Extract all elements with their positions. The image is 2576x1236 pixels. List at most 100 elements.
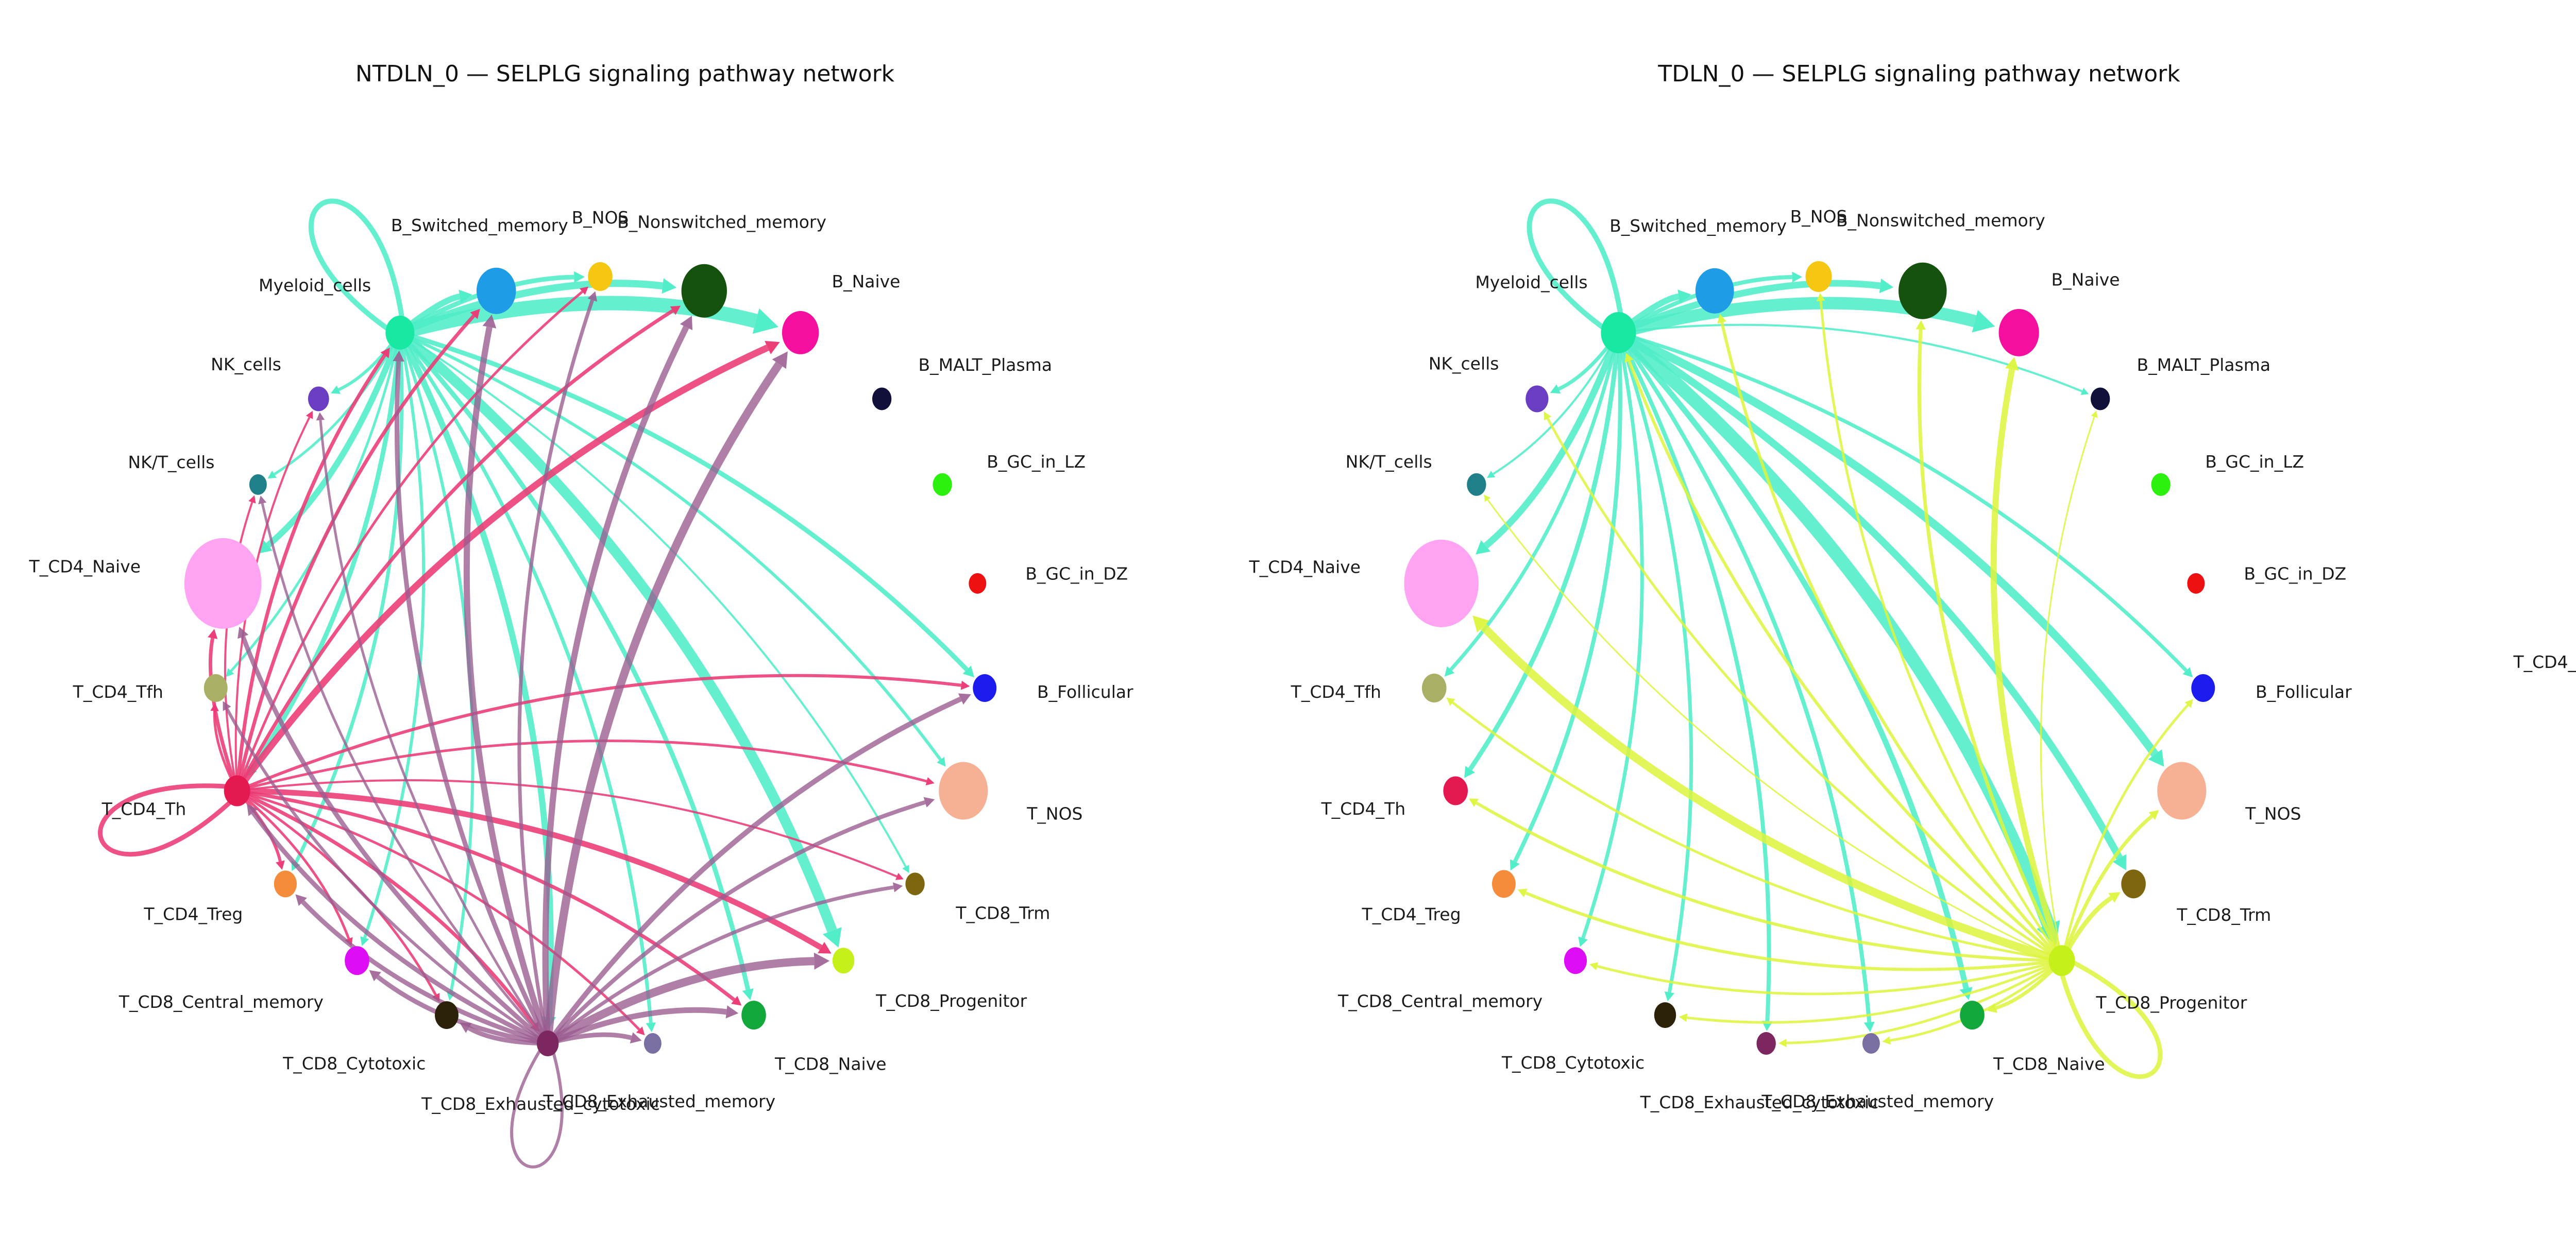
edge-Myeloid_cells->T_CD8_Exhausted_memory-arrowhead (1863, 1021, 1875, 1033)
node-T_NOS (939, 762, 988, 820)
node-label-T_CD4_Tfh: T_CD4_Tfh (1291, 682, 1381, 702)
node-T_CD4_Naive (1404, 539, 1479, 627)
node-B_Nonswitched_memory (1899, 262, 1947, 319)
edge-Myeloid_cells->T_CD8_Cytotoxic (400, 337, 474, 992)
edge-T_CD8_Exhausted_cytotoxic->B_Naive (544, 362, 783, 1040)
node-label-B_GC_in_LZ: B_GC_in_LZ (2205, 452, 2304, 472)
edge-T_CD8_Exhausted_cytotoxic->T_CD8_Progenitor-arrowhead (814, 952, 830, 970)
edge-T_CD8_Progenitor->T_CD8_Trm (2062, 896, 2113, 958)
edge-Myeloid_cells-self-loop (1527, 198, 1625, 338)
node-T_CD8_Naive (1960, 1001, 1985, 1030)
panel-ntdln0: B_NOS B_Nonswitched_memory B_Naive B_MALT_P… (0, 0, 1236, 1236)
edge-T_CD4_Th->T_CD8_Progenitor (242, 788, 823, 950)
node-B_NOS (588, 262, 613, 291)
node-label-NK_cells: NK_cells (1429, 354, 1499, 374)
node-label-T_NOS: T_NOS (1026, 803, 1082, 823)
edge-T_CD4_Th->NK/T_cells (224, 502, 253, 787)
node-label-T_CD8_Naive: T_CD8_Naive (774, 1054, 887, 1074)
node-B_Follicular (2191, 674, 2215, 702)
edge-T_CD4_Th->B_Switched_memory-arrowhead (470, 308, 480, 319)
node-label-T_CD8_Exhausted_memory: T_CD8_Exhausted_memory (543, 1091, 775, 1111)
node-label-B_Nonswitched_memory: B_Nonswitched_memory (1836, 211, 2045, 231)
node-label-T_CD8_Central_memory: T_CD8_Central_memory (1337, 991, 1543, 1011)
node-label-B_Naive: B_Naive (2052, 270, 2120, 290)
edge-Myeloid_cells->T_CD4_Naive-arrowhead (258, 540, 273, 554)
edge-Myeloid_cells->B_NOS-arrowhead (1792, 271, 1803, 283)
edge-Myeloid_cells->B_MALT_Plasma (1624, 323, 2083, 392)
node-T_CD4_Tfh (1421, 674, 1447, 703)
edge-T_CD8_Progenitor->B_Nonswitched_memory (1917, 329, 2062, 957)
node-label-T_CD8_Exhausted_memory: T_CD8_Exhausted_memory (1761, 1091, 1994, 1111)
edge-T_CD4_Th->B_Switched_memory (236, 314, 476, 787)
edge-T_CD8_Progenitor->B_MALT_Plasma (2040, 416, 2095, 956)
edge-T_CD8_Progenitor->B_Naive (1990, 369, 2063, 957)
edge-T_CD4_Th->T_CD8_Exhausted_memory (241, 791, 640, 1031)
edge-T_CD4_Th->B_NOS (238, 290, 583, 787)
edge-T_CD4_Th->T_CD8_Trm (241, 779, 897, 878)
edge-T_CD8_Progenitor->T_CD8_Cytotoxic (1686, 961, 2058, 1024)
edge-T_CD4_Th-self-loop (98, 783, 240, 857)
edge-T_CD4_Th->B_Naive-arrowhead (765, 340, 780, 354)
edge-Myeloid_cells->T_CD4_Treg (294, 337, 404, 864)
edge-T_CD8_Progenitor-self-loop (2056, 956, 2163, 1079)
edge-T_CD8_Progenitor->T_CD4_Tfh-arrowhead (1446, 697, 1455, 706)
node-T_CD8_Central_memory (1564, 947, 1587, 974)
edge-Myeloid_cells->B_MALT_Plasma-arrowhead (2080, 387, 2089, 395)
edge-T_CD4_Th->T_CD8_Trm-arrowhead (895, 872, 904, 880)
edge-T_CD8_Progenitor->T_CD4_Th (1476, 801, 2058, 963)
edge-T_CD4_Th->T_CD4_Treg-arrowhead (276, 860, 285, 870)
node-B_Switched_memory (476, 267, 516, 314)
edge-Myeloid_cells->T_CD4_Tfh-arrowhead (226, 668, 234, 677)
node-label-T_CD8_Progenitor: T_CD8_Progenitor (875, 991, 1027, 1011)
edge-Myeloid_cells->T_CD8_Exhausted_memory (1620, 336, 1872, 1023)
node-T_CD8_Trm (2121, 869, 2146, 899)
edge-T_CD8_Exhausted_cytotoxic->T_CD4_Naive-arrowhead (238, 627, 249, 639)
edge-T_CD4_Th->B_NOS-arrowhead (579, 286, 589, 295)
edge-T_CD8_Exhausted_cytotoxic->T_CD8_Exhausted_memory-arrowhead (630, 1032, 642, 1044)
edge-T_CD8_Progenitor->T_NOS (2061, 814, 2153, 957)
edge-T_CD8_Exhausted_cytotoxic->T_CD8_Naive-arrowhead (725, 1005, 739, 1019)
node-label-T_CD8_Exhausted_cytotoxic: T_CD8_Exhausted_cytotoxic (421, 1094, 660, 1114)
node-label-T_CD4_Th: T_CD4_Th (1320, 799, 1405, 819)
node-label-T_CD8_Progenitor: T_CD8_Progenitor (2095, 993, 2247, 1013)
edge-T_CD8_Progenitor->T_CD4_Treg (1525, 891, 2058, 971)
edge-Myeloid_cells->B_Naive-arrowhead (1972, 310, 1995, 333)
node-label-B_Switched_memory: B_Switched_memory (391, 215, 568, 235)
edge-Myeloid_cells->T_CD4_Th-arrowhead (1464, 766, 1475, 778)
node-B_GC_in_LZ (933, 473, 952, 496)
node-label-B_Switched_memory: B_Switched_memory (1609, 216, 1787, 236)
node-label-T_CD8_Cytotoxic: T_CD8_Cytotoxic (1501, 1053, 1645, 1073)
edge-T_CD4_Th->T_CD4_Naive-arrowhead (208, 629, 218, 639)
edge-T_CD8_Exhausted_cytotoxic->T_CD8_Trm (549, 885, 894, 1043)
edge-Myeloid_cells->T_NOS (404, 333, 942, 761)
node-T_CD8_Naive (741, 1001, 766, 1030)
node-B_MALT_Plasma (2090, 387, 2110, 410)
edge-T_CD8_Exhausted_cytotoxic->T_NOS (549, 800, 926, 1042)
node-B_Naive (1998, 308, 2039, 356)
node-label-B_Follicular: B_Follicular (1037, 682, 1133, 702)
edge-T_CD4_Th->NK/T_cells-arrowhead (248, 495, 256, 504)
node-label-B_MALT_Plasma: B_MALT_Plasma (2137, 355, 2271, 375)
node-T_CD8_Exhausted_memory (643, 1033, 662, 1054)
edge-T_CD8_Progenitor->NK/T_cells-arrowhead (1484, 494, 1491, 502)
edge-T_CD4_Th->T_CD8_Exhausted_cytotoxic (240, 791, 536, 1026)
edge-T_CD4_Th->Myeloid_cells-arrowhead (380, 347, 390, 358)
edge-T_CD8_Progenitor->T_CD8_Central_memory-arrowhead (1589, 962, 1599, 971)
node-label-Myeloid_cells: Myeloid_cells (259, 276, 371, 296)
edge-Myeloid_cells->B_Follicular-arrowhead (962, 665, 975, 678)
edge-T_CD4_Th->T_CD4_Treg (239, 793, 282, 862)
node-B_Nonswitched_memory (681, 264, 727, 318)
edge-T_CD8_Exhausted_cytotoxic->T_CD4_Tfh (225, 708, 546, 1043)
edge-T_CD8_Progenitor->B_Switched_memory-arrowhead (1717, 314, 1726, 323)
edge-T_CD8_Progenitor->T_NOS-arrowhead (2148, 810, 2159, 820)
node-B_NOS (1805, 261, 1832, 292)
edge-T_CD8_Progenitor->B_Follicular-arrowhead (2184, 699, 2193, 708)
node-label-T_CD8_Exhausted_cytotoxic: T_CD8_Exhausted_cytotoxic (1640, 1092, 1879, 1112)
edge-T_CD8_Progenitor->B_MALT_Plasma-arrowhead (2091, 410, 2098, 418)
edge-Myeloid_cells->B_Follicular-arrowhead (2182, 667, 2193, 678)
node-NK_cells (308, 386, 329, 411)
node-label-B_GC_in_LZ: B_GC_in_LZ (987, 452, 1086, 472)
